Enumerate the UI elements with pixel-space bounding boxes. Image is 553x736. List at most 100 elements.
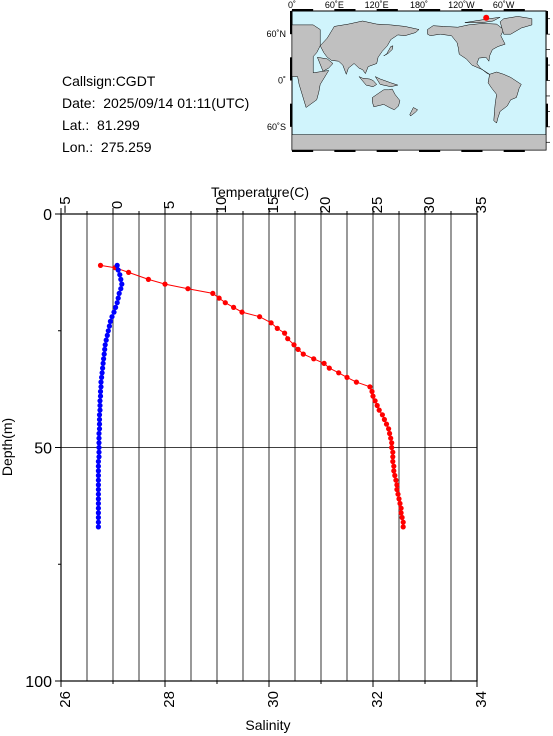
salinity-point [118,286,124,292]
temperature-point [383,421,390,427]
temperature-point [295,346,301,352]
salinity-point [99,370,105,376]
salinity-point [96,416,103,423]
temperature-point [390,454,396,460]
map-frame [290,9,548,152]
salinity-axis-label: Salinity [245,717,290,733]
temperature-point [394,482,400,488]
salinity-point [96,454,102,460]
temperature-point [145,276,151,282]
salinity-point [95,472,101,479]
salinity-tick-label: 26 [57,691,74,708]
salinity-point [100,360,106,366]
map-land [291,16,547,151]
temperature-point [376,407,382,413]
map-lon-tick-label: 120˚W [448,0,475,10]
salinity-point [95,505,101,511]
salinity-point [96,444,102,451]
land-shape [372,88,401,111]
salinity-point [96,430,102,437]
temperature-point [311,356,317,362]
temperature-point [386,426,392,432]
land-shape [464,16,501,23]
map-frame-segment [290,11,292,35]
salinity-point [95,463,101,469]
salinity-point [95,477,101,483]
map-lon-tick-label: 180˚ [410,0,428,10]
salinity-point [95,486,101,493]
temperature-point [162,281,168,287]
temperature-tick-label: 35 [473,197,490,214]
chart-grid [61,214,477,681]
temperature-tick-label: 25 [369,197,386,214]
salinity-point [96,412,103,418]
salinity-point [95,524,101,530]
map-frame-segment [292,9,314,11]
station-info: Callsign:CGDT Date: 2025/09/14 01:11(UTC… [62,70,249,158]
salinity-tick-label: 28 [161,691,178,708]
map-frame-segment [290,103,292,127]
salinity-point [95,519,101,525]
salinity-point [95,514,101,521]
map-frame-segment [546,103,548,127]
temperature-point [326,365,332,371]
temperature-point [336,370,342,376]
salinity-point [95,482,101,488]
salinity-point [95,491,101,497]
depth-axis-label: Depth(m) [0,418,15,476]
land-shape [374,75,399,87]
salinity-point [95,510,101,516]
land-shape [317,56,334,72]
series-layer [95,262,406,530]
salinity-point [96,426,103,432]
salinity-point [97,402,103,409]
salinity-point [116,290,122,296]
temperature-point [370,393,376,399]
land-shape [358,76,378,87]
temperature-point [231,304,237,310]
land-shape [383,45,394,57]
temperature-point [239,309,245,315]
temperature-point [282,330,288,336]
temperature-point [392,472,398,479]
temperature-point [126,269,132,275]
salinity-point [117,272,123,278]
salinity-point [96,440,102,446]
salinity-point [114,262,120,268]
temperature-point [97,262,104,268]
temperature-point [367,384,373,390]
temperature-point [216,295,222,301]
temperature-point [344,374,350,380]
salinity-point [102,346,108,352]
map-frame-segment [292,150,314,152]
temperature-point [257,314,263,320]
salinity-point [100,365,106,371]
salinity-tick-label: 32 [369,691,386,708]
temperature-point [381,416,387,423]
depth-tick-label: 50 [34,441,52,458]
temperature-point [399,514,405,521]
salinity-point [97,388,104,395]
map-frame-segment [376,150,398,152]
map-ticks [546,18,550,143]
temperature-point [369,388,375,395]
salinity-point [114,300,120,306]
salinity-point [103,337,109,343]
temperature-point [388,435,394,441]
salinity-point [119,281,125,287]
salinity-point [97,393,104,399]
temperature-ticks: −5 0 5 10 15 20 25 30 35 [57,196,490,214]
land-shape [499,16,533,35]
salinity-point [101,356,107,362]
salinity-point [96,449,102,455]
map-frame-segment [290,57,292,81]
land-shape [291,134,547,151]
map-frame-segment [419,9,441,11]
salinity-point [95,496,101,502]
map-lon-tick-label: 120˚E [365,0,389,10]
map-lon-tick-label: 60˚E [325,0,344,10]
temperature-tick-label: −5 [57,196,74,213]
land-shape [291,24,330,108]
map-frame-segment [334,9,356,11]
